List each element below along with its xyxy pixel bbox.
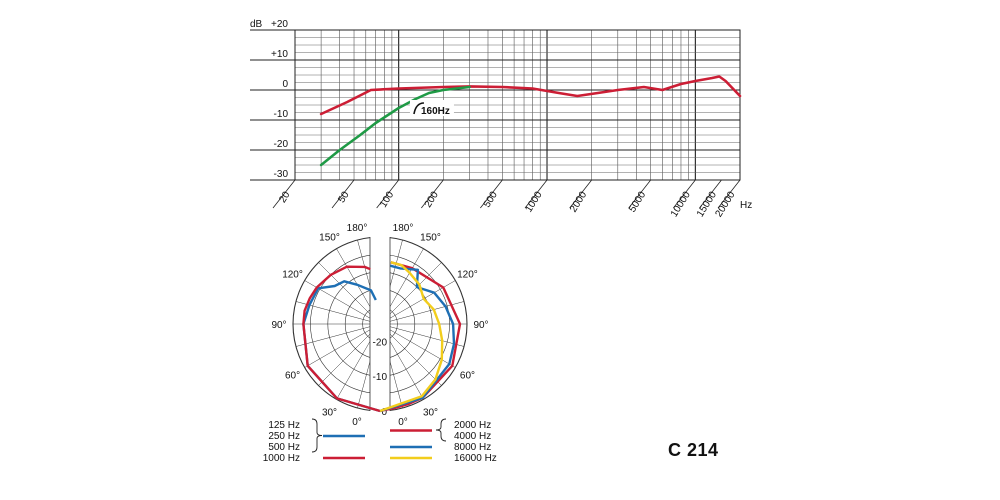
left-legend-label: 125 Hz xyxy=(268,420,300,431)
polar-angle-label: 180° xyxy=(393,223,414,234)
model-label: C 214 xyxy=(668,440,719,460)
left-legend-label: 250 Hz xyxy=(268,431,300,442)
polar-angle-label: 60° xyxy=(460,371,475,382)
right-polar-curve xyxy=(379,264,456,413)
y-tick-label: 0 xyxy=(282,79,288,90)
x-tick-line xyxy=(569,179,592,209)
polar-spoke xyxy=(379,323,465,347)
x-tick-line xyxy=(480,179,503,209)
right-legend-brace xyxy=(435,418,447,442)
x-tick-line xyxy=(421,179,444,209)
low-cut-symbol xyxy=(413,102,425,115)
right-legend-label: 4000 Hz xyxy=(454,431,491,442)
right-polar-curve xyxy=(379,261,444,413)
right-legend-label: 2000 Hz xyxy=(454,420,491,431)
polar-spoke xyxy=(304,323,381,368)
polar-angle-label: 120° xyxy=(282,270,303,281)
polar-angle-label: 180° xyxy=(347,223,368,234)
y-tick-label: -10 xyxy=(274,109,289,120)
x-tick-line xyxy=(673,179,696,209)
left-legend-label: 500 Hz xyxy=(268,442,300,453)
x-tick-line xyxy=(717,179,741,209)
right-legend-label: 8000 Hz xyxy=(454,442,491,453)
left-legend-brace xyxy=(311,418,323,453)
x-tick-line xyxy=(699,179,722,209)
polar-radial-label: -10 xyxy=(373,372,388,383)
y-tick-label: +10 xyxy=(271,49,288,60)
y-unit-label: dB xyxy=(250,19,263,30)
polar-radial-label: 0 xyxy=(381,407,387,418)
x-tick-line xyxy=(628,179,652,209)
polar-center-gap xyxy=(370,231,390,417)
x-tick-line xyxy=(331,179,355,209)
left-polar-curve xyxy=(302,265,381,413)
x-tick-line xyxy=(524,179,548,209)
polar-angle-label: 150° xyxy=(420,233,441,244)
series-line-low-cut xyxy=(319,85,471,167)
polar-radial-label: -20 xyxy=(373,337,388,348)
right-polar-curve xyxy=(379,261,462,413)
y-tick-label: -30 xyxy=(274,169,289,180)
polar-angle-label: 30° xyxy=(322,407,337,418)
polar-spoke xyxy=(295,323,381,347)
polar-angle-label: 90° xyxy=(271,320,286,331)
series-line-flat xyxy=(319,75,742,116)
right-legend-label: 16000 Hz xyxy=(454,453,497,464)
y-tick-label: +20 xyxy=(271,19,288,30)
polar-spoke xyxy=(379,323,456,368)
left-legend-label: 1000 Hz xyxy=(263,453,300,464)
polar-spoke xyxy=(379,301,465,325)
polar-angle-label: 120° xyxy=(457,270,478,281)
x-tick-line xyxy=(272,179,296,209)
x-unit-label: Hz xyxy=(740,200,752,211)
plot-frame xyxy=(294,29,741,181)
polar-angle-label: 0° xyxy=(352,417,362,428)
polar-angle-label: 0° xyxy=(398,417,408,428)
polar-angle-label: 60° xyxy=(285,371,300,382)
polar-angle-label: 90° xyxy=(473,320,488,331)
polar-angle-label: 30° xyxy=(423,407,438,418)
polar-angle-label: 150° xyxy=(319,233,340,244)
y-tick-label: -20 xyxy=(274,139,289,150)
annotation-label: 160Hz xyxy=(421,106,450,117)
x-tick-line xyxy=(376,179,399,209)
